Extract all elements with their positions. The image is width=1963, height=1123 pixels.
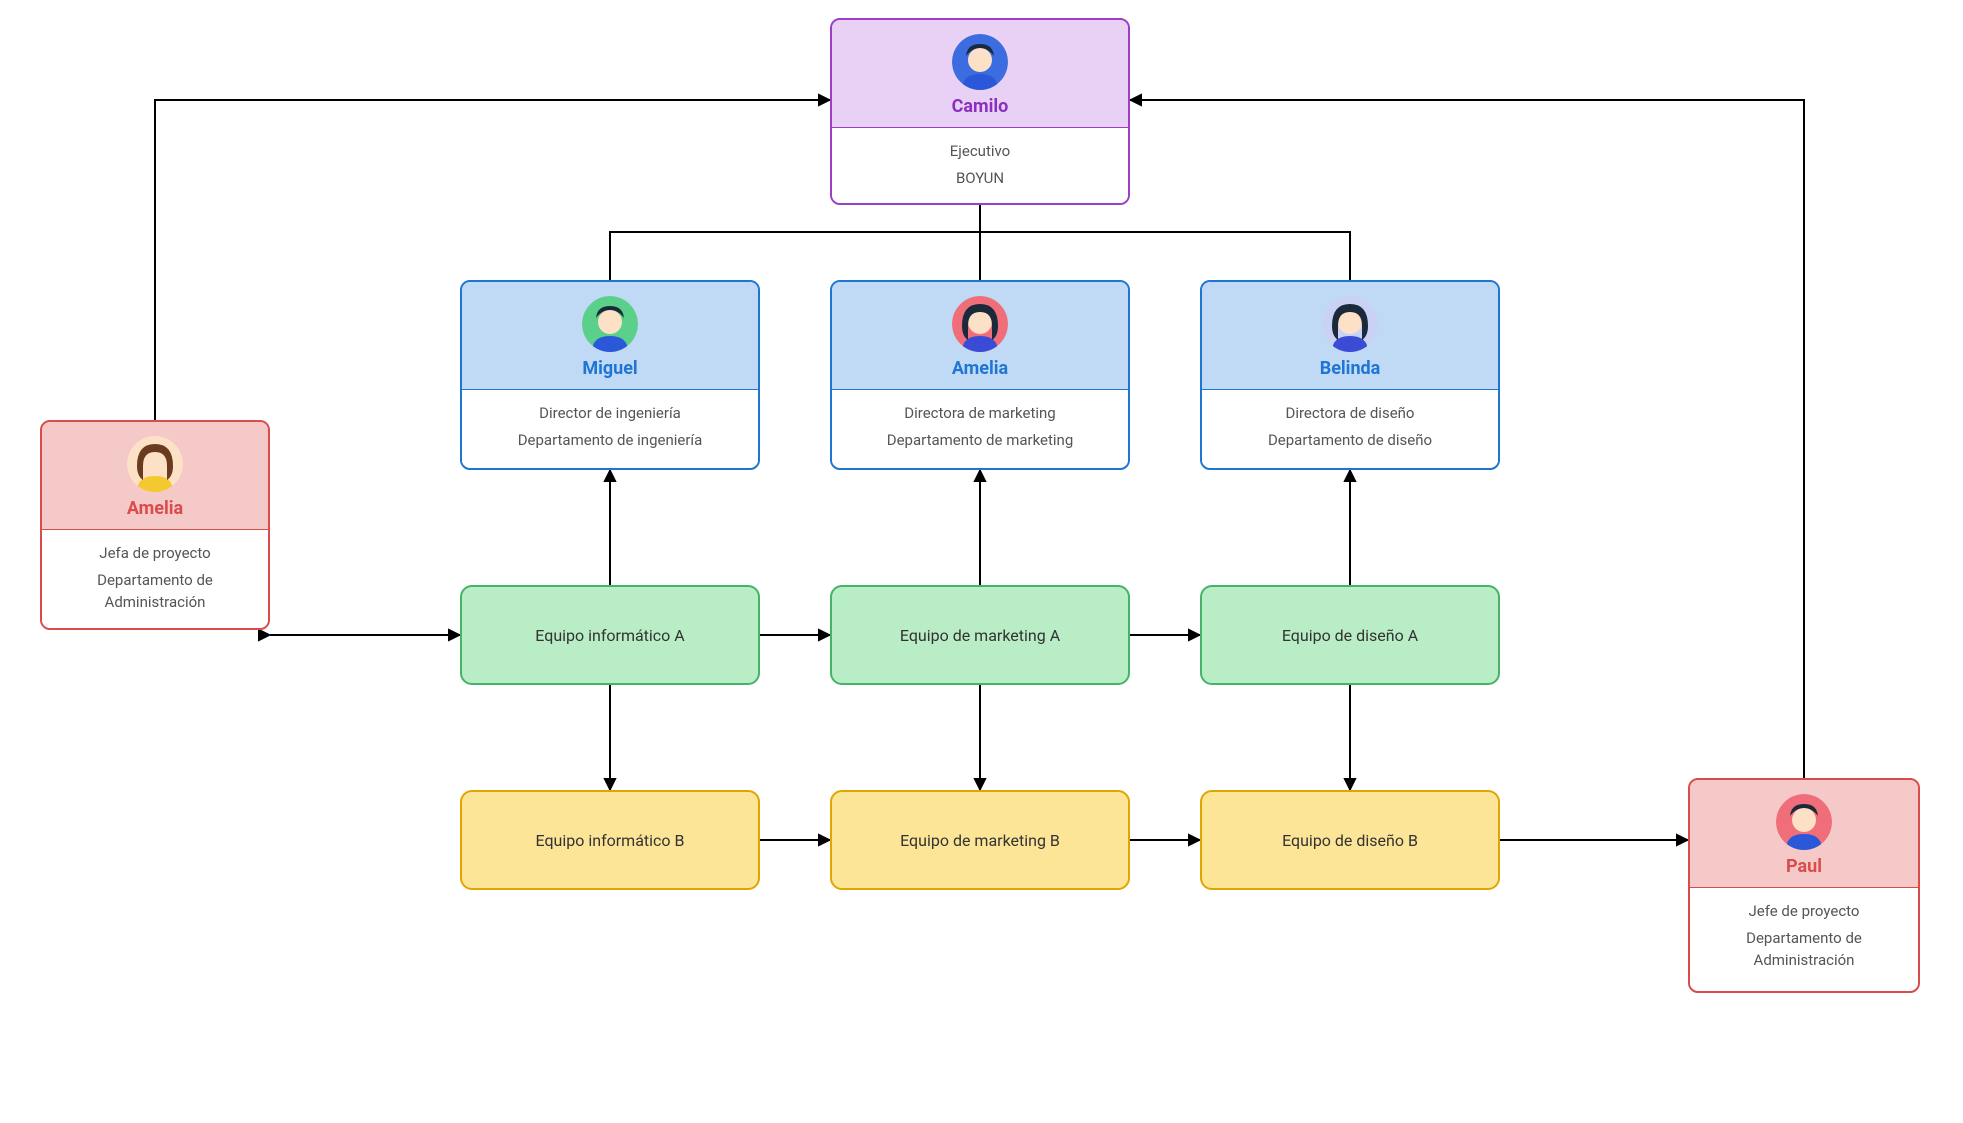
team-label: Equipo de marketing B bbox=[900, 831, 1060, 850]
card-header: Belinda bbox=[1202, 282, 1498, 389]
team-label: Equipo de diseño A bbox=[1282, 626, 1418, 645]
person-name: Amelia bbox=[127, 498, 183, 519]
team-box-mkA: Equipo de marketing A bbox=[830, 585, 1130, 685]
person-role: Jefe de proyecto bbox=[1700, 900, 1908, 923]
person-dept: Departamento de ingeniería bbox=[472, 429, 748, 452]
team-label: Equipo informático A bbox=[535, 626, 684, 645]
card-body: Jefe de proyecto Departamento de Administ… bbox=[1690, 888, 1918, 986]
card-header: Paul bbox=[1690, 780, 1918, 887]
person-dept: Departamento de Administración bbox=[1700, 927, 1908, 972]
person-name: Paul bbox=[1786, 856, 1822, 877]
team-label: Equipo de diseño B bbox=[1282, 831, 1418, 850]
edge bbox=[610, 232, 980, 280]
card-body: Directora de diseño Departamento de diseñ… bbox=[1202, 390, 1498, 465]
person-name: Camilo bbox=[952, 96, 1009, 117]
avatar bbox=[1776, 794, 1832, 850]
person-role: Ejecutivo bbox=[842, 140, 1118, 163]
person-name: Amelia bbox=[952, 358, 1008, 379]
person-card-ameliaM: Amelia Directora de marketing Departamento… bbox=[830, 280, 1130, 470]
person-role: Director de ingeniería bbox=[472, 402, 748, 425]
edge bbox=[980, 232, 1350, 280]
team-box-dsB: Equipo de diseño B bbox=[1200, 790, 1500, 890]
avatar bbox=[1322, 296, 1378, 352]
person-dept: BOYUN bbox=[842, 167, 1118, 190]
card-header: Amelia bbox=[42, 422, 268, 529]
person-role: Directora de diseño bbox=[1212, 402, 1488, 425]
person-name: Miguel bbox=[582, 358, 637, 379]
team-label: Equipo informático B bbox=[536, 831, 685, 850]
person-card-camilo: Camilo Ejecutivo BOYUN bbox=[830, 18, 1130, 205]
avatar bbox=[952, 296, 1008, 352]
person-dept: Departamento de diseño bbox=[1212, 429, 1488, 452]
card-body: Ejecutivo BOYUN bbox=[832, 128, 1128, 203]
card-header: Amelia bbox=[832, 282, 1128, 389]
card-header: Miguel bbox=[462, 282, 758, 389]
person-dept: Departamento de Administración bbox=[52, 569, 258, 614]
team-box-itB: Equipo informático B bbox=[460, 790, 760, 890]
card-body: Jefa de proyecto Departamento de Administ… bbox=[42, 530, 268, 628]
team-box-itA: Equipo informático A bbox=[460, 585, 760, 685]
person-dept: Departamento de marketing bbox=[842, 429, 1118, 452]
org-chart-canvas: Camilo Ejecutivo BOYUN Miguel Director de i… bbox=[0, 0, 1963, 1123]
person-card-belinda: Belinda Directora de diseño Departamento d… bbox=[1200, 280, 1500, 470]
person-card-ameliaL: Amelia Jefa de proyecto Departamento de Ad… bbox=[40, 420, 270, 630]
person-card-miguel: Miguel Director de ingeniería Departamento… bbox=[460, 280, 760, 470]
team-label: Equipo de marketing A bbox=[900, 626, 1060, 645]
team-box-dsA: Equipo de diseño A bbox=[1200, 585, 1500, 685]
person-name: Belinda bbox=[1320, 358, 1381, 379]
card-body: Directora de marketing Departamento de ma… bbox=[832, 390, 1128, 465]
avatar bbox=[582, 296, 638, 352]
avatar bbox=[952, 34, 1008, 90]
card-header: Camilo bbox=[832, 20, 1128, 127]
person-role: Jefa de proyecto bbox=[52, 542, 258, 565]
avatar bbox=[127, 436, 183, 492]
person-card-paul: Paul Jefe de proyecto Departamento de Admi… bbox=[1688, 778, 1920, 993]
team-box-mkB: Equipo de marketing B bbox=[830, 790, 1130, 890]
person-role: Directora de marketing bbox=[842, 402, 1118, 425]
card-body: Director de ingeniería Departamento de in… bbox=[462, 390, 758, 465]
